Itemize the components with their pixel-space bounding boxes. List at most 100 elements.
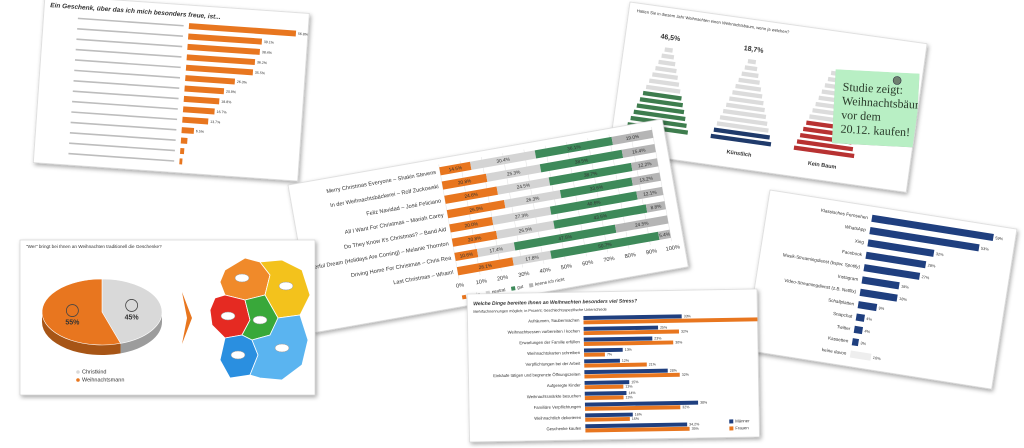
map-pie-icon: [234, 273, 250, 283]
bar: [439, 161, 472, 176]
value-label: 4%: [866, 316, 873, 322]
bar: [849, 350, 872, 361]
value-label: 27%: [921, 274, 930, 280]
value-label: 33.6%: [589, 184, 604, 192]
value-label: 13%: [625, 348, 633, 352]
value-label: 59%: [995, 235, 1004, 241]
value-label: 12%: [622, 359, 630, 363]
bar: [584, 405, 681, 411]
panel: Ein Geschenk, über das ich mich besonder…: [32, 0, 310, 182]
value-label: 13.2%: [639, 175, 654, 183]
panel-body: Welche Dinge bereiten Ihnen an Weihnacht…: [473, 298, 760, 433]
bar: [584, 352, 605, 357]
value-label: 40.6%: [587, 199, 602, 207]
bar: [180, 137, 188, 144]
bar: [485, 164, 542, 182]
value-label: 47.5%: [558, 234, 573, 242]
value-label: 20.8%: [468, 235, 483, 243]
bar: [179, 147, 185, 155]
tree-stripe: [658, 59, 676, 67]
bar: [449, 216, 494, 233]
bar: [658, 229, 671, 240]
value-label: 7%: [607, 352, 613, 356]
x-tick-label: 30%: [518, 271, 530, 279]
value-label: 32%: [682, 373, 690, 377]
tree-stripe: [725, 102, 765, 113]
bar: [869, 227, 980, 252]
bar: [584, 372, 680, 379]
category-label: Familiäre Verpflichtungen: [534, 404, 582, 410]
chart-subtitle: Mehrfachnennungen möglich; in Prozent; G…: [473, 308, 606, 314]
value-label: 10.6%: [459, 251, 474, 259]
panel-body: Ein Geschenk, über das ich mich besonder…: [50, 2, 309, 165]
bar: [583, 336, 653, 342]
value-label: 32%: [935, 251, 944, 257]
tree-stripe: [722, 108, 767, 120]
bar: [512, 250, 552, 266]
annotation: Studie zeigt: Weihnachtsbäume vor dem 20…: [831, 69, 920, 148]
legend-label: Frauen: [735, 425, 749, 430]
tree-stripe-filled: [796, 139, 854, 152]
bar: [585, 426, 690, 433]
tree-fill: [793, 120, 855, 159]
bar: [583, 340, 674, 346]
value-label: 53%: [981, 246, 990, 252]
bar: [513, 224, 617, 251]
value-label: 56.8%: [298, 32, 309, 37]
bar: [451, 230, 498, 247]
legend-label: gut: [517, 284, 525, 290]
value-label: 26.9%: [469, 205, 484, 213]
tree-stripe: [716, 121, 769, 133]
value-label: 24.5%: [635, 220, 650, 228]
bar: [631, 158, 659, 172]
tree-stripe: [738, 77, 760, 85]
value-label: 6.5%: [196, 129, 205, 134]
tree-stripe-filled: [793, 145, 855, 159]
category-label: Einkäufe tätigen und begrenzte Öffnungsz…: [493, 372, 581, 379]
note-box: Studie zeigt: Weihnachtsbäume vor dem 20…: [831, 69, 920, 148]
x-tick-label: 100%: [665, 244, 680, 252]
bar: [446, 199, 506, 219]
value-label: 18%: [901, 284, 910, 290]
bar: [456, 257, 514, 276]
bar: [867, 239, 935, 257]
tree-stripe: [655, 66, 677, 74]
value-label: 24.6%: [464, 192, 479, 200]
bar: [611, 129, 654, 145]
bar: [444, 186, 499, 204]
value-label: 18.8%: [221, 100, 232, 105]
value-label: 36.1%: [567, 144, 582, 152]
tree-stripe: [661, 53, 675, 60]
bar: [503, 190, 562, 209]
legend-marker: [76, 370, 80, 374]
bar: [584, 391, 627, 396]
value-label: 18%: [899, 296, 908, 302]
value-label: 25.3%: [507, 169, 522, 177]
chart-title: Welche Dinge bereiten Ihnen an Weihnacht…: [473, 298, 637, 307]
bar: [186, 54, 256, 66]
label-placeholder: [70, 121, 177, 131]
legend-swatch: [729, 419, 734, 424]
bar: [584, 400, 699, 407]
value-label: 28%: [670, 369, 678, 373]
bar: [636, 186, 664, 200]
value-label: 25%: [660, 325, 668, 329]
value-label: 24.5%: [516, 182, 531, 190]
tree-stripe: [744, 65, 758, 72]
category-label: Künstlich: [726, 149, 752, 159]
bar: [853, 325, 864, 335]
tree-stripe-filled: [713, 127, 770, 140]
value-label: 38%: [700, 401, 708, 405]
value-label: 20.8%: [458, 178, 473, 186]
value-label: 12.1%: [643, 190, 658, 198]
value-label: 33%: [684, 314, 692, 318]
tree-stripe: [735, 83, 762, 92]
bar: [585, 412, 633, 418]
pin: [892, 76, 902, 85]
value-label: 50.7%: [598, 242, 613, 250]
label-placeholder: [71, 111, 178, 121]
category-label: WhatsApp: [845, 224, 867, 232]
